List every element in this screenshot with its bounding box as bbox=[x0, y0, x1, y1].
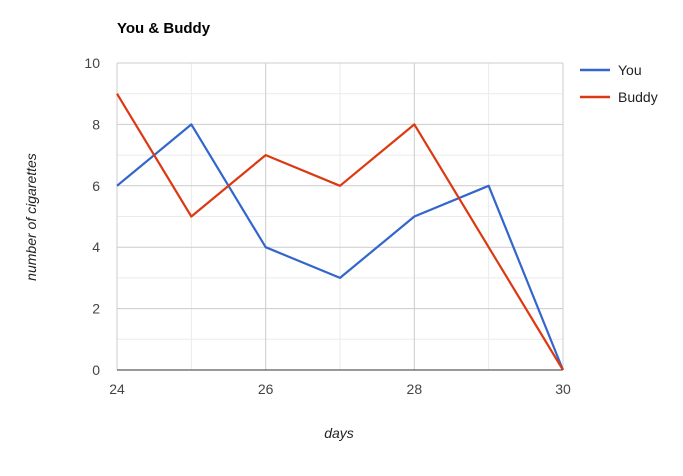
y-axis-label: number of cigarettes bbox=[23, 153, 39, 281]
x-tick-label: 24 bbox=[109, 381, 125, 397]
x-axis-label: days bbox=[324, 425, 354, 441]
chart-title: You & Buddy bbox=[117, 20, 211, 37]
x-tick-label: 28 bbox=[407, 381, 423, 397]
series-line-buddy bbox=[116, 93, 564, 371]
legend-label: Buddy bbox=[618, 89, 658, 105]
x-tick-label: 30 bbox=[555, 381, 571, 397]
x-tick-label: 26 bbox=[258, 381, 274, 397]
y-axis-ticks: 0 2 4 6 8 10 bbox=[84, 55, 100, 378]
legend-label: You bbox=[618, 62, 642, 78]
y-tick-label: 6 bbox=[92, 178, 100, 194]
y-tick-label: 10 bbox=[84, 55, 100, 71]
gridlines bbox=[116, 62, 564, 370]
y-tick-label: 4 bbox=[92, 239, 100, 255]
y-tick-label: 0 bbox=[92, 362, 100, 378]
x-axis-ticks: 24 26 28 30 bbox=[109, 381, 571, 397]
series-line-you bbox=[116, 123, 565, 371]
series-lines bbox=[116, 93, 565, 371]
legend: You Buddy bbox=[580, 62, 658, 105]
y-tick-label: 8 bbox=[92, 116, 100, 132]
y-tick-label: 2 bbox=[92, 301, 100, 317]
